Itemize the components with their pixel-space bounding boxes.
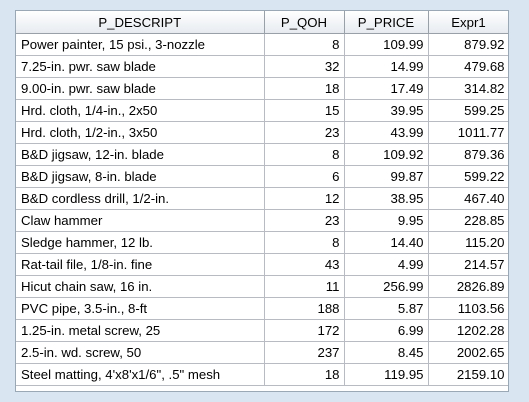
cell-p-descript[interactable]: 9.00-in. pwr. saw blade — [16, 77, 265, 100]
cell-p-qoh[interactable]: 6 — [263, 165, 345, 188]
cell-expr1[interactable]: 115.20 — [427, 231, 508, 254]
table-row[interactable]: Hicut chain saw, 16 in. 11 256.99 2826.89 — [16, 275, 508, 298]
cell-p-descript[interactable]: Power painter, 15 psi., 3-nozzle — [16, 33, 265, 56]
cell-p-descript[interactable]: B&D cordless drill, 1/2-in. — [16, 187, 265, 210]
column-header-expr1[interactable]: Expr1 — [427, 11, 508, 34]
cell-p-qoh[interactable]: 11 — [263, 275, 345, 298]
cell-p-price[interactable]: 39.95 — [343, 99, 429, 122]
cell-p-qoh[interactable]: 8 — [263, 143, 345, 166]
cell-p-descript[interactable]: 1.25-in. metal screw, 25 — [16, 319, 265, 342]
cell-p-qoh[interactable]: 18 — [263, 363, 345, 386]
cell-expr1[interactable]: 1011.77 — [427, 121, 508, 144]
column-header-p-descript[interactable]: P_DESCRIPT — [16, 11, 265, 34]
cell-p-price[interactable]: 43.99 — [343, 121, 429, 144]
cell-p-qoh[interactable]: 237 — [263, 341, 345, 364]
cell-p-qoh[interactable]: 23 — [263, 209, 345, 232]
results-table: P_DESCRIPT P_QOH P_PRICE Expr1 Power pai… — [16, 11, 508, 386]
cell-p-descript[interactable]: Claw hammer — [16, 209, 265, 232]
cell-p-descript[interactable]: B&D jigsaw, 12-in. blade — [16, 143, 265, 166]
cell-expr1[interactable]: 467.40 — [427, 187, 508, 210]
cell-p-qoh[interactable]: 172 — [263, 319, 345, 342]
column-header-p-qoh[interactable]: P_QOH — [263, 11, 345, 34]
cell-p-qoh[interactable]: 23 — [263, 121, 345, 144]
cell-p-price[interactable]: 14.99 — [343, 55, 429, 78]
table-row[interactable]: Rat-tail file, 1/8-in. fine 43 4.99 214.57 — [16, 253, 508, 276]
table-row[interactable]: 7.25-in. pwr. saw blade 32 14.99 479.68 — [16, 55, 508, 78]
table-row[interactable]: B&D cordless drill, 1/2-in. 12 38.95 467.40 — [16, 187, 508, 210]
cell-p-qoh[interactable]: 32 — [263, 55, 345, 78]
table-row[interactable]: PVC pipe, 3.5-in., 8-ft 188 5.87 1103.56 — [16, 297, 508, 320]
table-row[interactable]: Steel matting, 4'x8'x1/6", .5" mesh 18 119… — [16, 363, 508, 386]
cell-p-descript[interactable]: PVC pipe, 3.5-in., 8-ft — [16, 297, 265, 320]
query-result-grid: P_DESCRIPT P_QOH P_PRICE Expr1 Power pai… — [15, 10, 509, 392]
cell-p-descript[interactable]: 7.25-in. pwr. saw blade — [16, 55, 265, 78]
cell-p-price[interactable]: 5.87 — [343, 297, 429, 320]
cell-expr1[interactable]: 1103.56 — [427, 297, 508, 320]
table-row[interactable]: Hrd. cloth, 1/2-in., 3x50 23 43.99 1011.77 — [16, 121, 508, 144]
cell-p-price[interactable]: 109.92 — [343, 143, 429, 166]
cell-expr1[interactable]: 479.68 — [427, 55, 508, 78]
cell-expr1[interactable]: 879.36 — [427, 143, 508, 166]
cell-p-price[interactable]: 8.45 — [343, 341, 429, 364]
table-row[interactable]: 2.5-in. wd. screw, 50 237 8.45 2002.65 — [16, 341, 508, 364]
cell-p-price[interactable]: 17.49 — [343, 77, 429, 100]
cell-p-qoh[interactable]: 12 — [263, 187, 345, 210]
cell-expr1[interactable]: 2826.89 — [427, 275, 508, 298]
cell-p-price[interactable]: 14.40 — [343, 231, 429, 254]
cell-expr1[interactable]: 314.82 — [427, 77, 508, 100]
cell-p-price[interactable]: 6.99 — [343, 319, 429, 342]
cell-expr1[interactable]: 599.22 — [427, 165, 508, 188]
cell-p-price[interactable]: 4.99 — [343, 253, 429, 276]
table-row[interactable]: B&D jigsaw, 8-in. blade 6 99.87 599.22 — [16, 165, 508, 188]
table-row[interactable]: 9.00-in. pwr. saw blade 18 17.49 314.82 — [16, 77, 508, 100]
table-row[interactable]: Power painter, 15 psi., 3-nozzle 8 109.99 8… — [16, 33, 508, 56]
table-row[interactable]: Sledge hammer, 12 lb. 8 14.40 115.20 — [16, 231, 508, 254]
cell-p-descript[interactable]: Hrd. cloth, 1/4-in., 2x50 — [16, 99, 265, 122]
cell-expr1[interactable]: 2159.10 — [427, 363, 508, 386]
cell-p-qoh[interactable]: 8 — [263, 33, 345, 56]
cell-p-descript[interactable]: Hrd. cloth, 1/2-in., 3x50 — [16, 121, 265, 144]
cell-p-price[interactable]: 109.99 — [343, 33, 429, 56]
cell-expr1[interactable]: 1202.28 — [427, 319, 508, 342]
table-row[interactable]: 1.25-in. metal screw, 25 172 6.99 1202.28 — [16, 319, 508, 342]
cell-p-qoh[interactable]: 8 — [263, 231, 345, 254]
cell-p-price[interactable]: 119.95 — [343, 363, 429, 386]
cell-p-descript[interactable]: B&D jigsaw, 8-in. blade — [16, 165, 265, 188]
cell-p-price[interactable]: 256.99 — [343, 275, 429, 298]
cell-p-qoh[interactable]: 15 — [263, 99, 345, 122]
cell-p-qoh[interactable]: 18 — [263, 77, 345, 100]
cell-p-price[interactable]: 99.87 — [343, 165, 429, 188]
cell-p-descript[interactable]: Rat-tail file, 1/8-in. fine — [16, 253, 265, 276]
cell-expr1[interactable]: 2002.65 — [427, 341, 508, 364]
cell-p-price[interactable]: 38.95 — [343, 187, 429, 210]
column-header-p-price[interactable]: P_PRICE — [343, 11, 429, 34]
cell-expr1[interactable]: 214.57 — [427, 253, 508, 276]
cell-p-descript[interactable]: Steel matting, 4'x8'x1/6", .5" mesh — [16, 363, 265, 386]
table-body: Power painter, 15 psi., 3-nozzle 8 109.99 8… — [16, 33, 508, 386]
cell-p-descript[interactable]: Sledge hammer, 12 lb. — [16, 231, 265, 254]
cell-expr1[interactable]: 879.92 — [427, 33, 508, 56]
cell-p-descript[interactable]: 2.5-in. wd. screw, 50 — [16, 341, 265, 364]
cell-p-descript[interactable]: Hicut chain saw, 16 in. — [16, 275, 265, 298]
header-row: P_DESCRIPT P_QOH P_PRICE Expr1 — [16, 11, 508, 34]
table-row[interactable]: B&D jigsaw, 12-in. blade 8 109.92 879.36 — [16, 143, 508, 166]
table-row[interactable]: Claw hammer 23 9.95 228.85 — [16, 209, 508, 232]
cell-expr1[interactable]: 599.25 — [427, 99, 508, 122]
cell-p-qoh[interactable]: 188 — [263, 297, 345, 320]
table-row[interactable]: Hrd. cloth, 1/4-in., 2x50 15 39.95 599.25 — [16, 99, 508, 122]
cell-expr1[interactable]: 228.85 — [427, 209, 508, 232]
cell-p-price[interactable]: 9.95 — [343, 209, 429, 232]
cell-p-qoh[interactable]: 43 — [263, 253, 345, 276]
